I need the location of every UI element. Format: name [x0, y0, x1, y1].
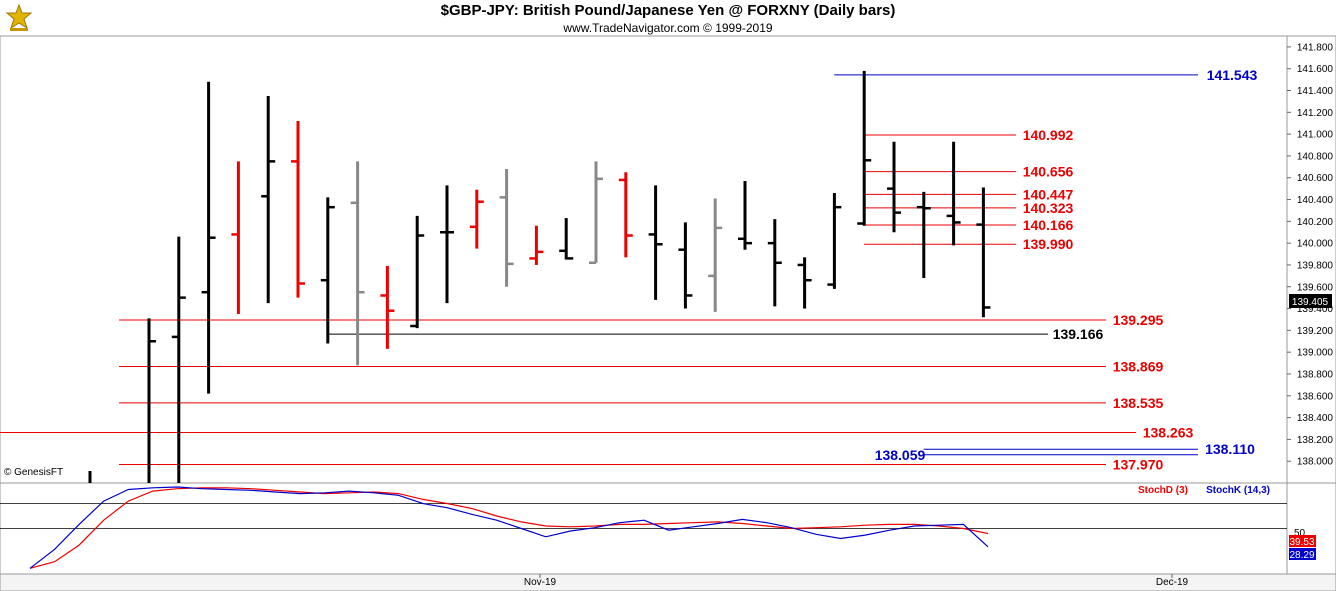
level-label: 141.543 [1207, 67, 1258, 83]
y-tick-label: 138.200 [1297, 435, 1334, 446]
y-tick-label: 140.000 [1297, 239, 1334, 250]
level-label: 138.059 [875, 447, 926, 463]
y-tick-label: 139.200 [1297, 326, 1334, 337]
level-label: 140.992 [1023, 127, 1074, 143]
stoch-d-value-box [1289, 535, 1316, 547]
level-lines: 141.543 140.992 140.656 140.447140.323140.1… [0, 67, 1258, 472]
level-label: 139.166 [1053, 326, 1104, 342]
level-label: 137.970 [1113, 456, 1164, 472]
x-tick-nov: Nov-19 [524, 577, 557, 588]
y-tick-label: 138.600 [1297, 391, 1334, 402]
level-label: 139.990 [1023, 236, 1074, 252]
y-tick-label: 139.600 [1297, 282, 1334, 293]
x-tick-dec: Dec-19 [1156, 577, 1189, 588]
chart-title: $GBP-JPY: British Pound/Japanese Yen @ F… [440, 2, 896, 19]
level-label: 140.323 [1023, 200, 1074, 216]
level-label: 138.263 [1143, 425, 1194, 441]
y-tick-label: 140.600 [1297, 173, 1334, 184]
level-label: 140.166 [1023, 217, 1074, 233]
y-tick-label: 141.400 [1297, 86, 1334, 97]
y-tick-label: 139.000 [1297, 348, 1334, 359]
price-pane[interactable] [0, 35, 1288, 484]
stoch-k-legend: StochK (14,3) [1206, 485, 1270, 496]
stoch-reference-lines [0, 503, 1287, 529]
date-axis [0, 573, 1336, 591]
ohlc-bars [88, 70, 991, 483]
stoch-d-value: 39.53 [1289, 537, 1314, 548]
stoch-50-tick: 50 [1294, 528, 1306, 539]
stoch-d-legend: StochD (3) [1138, 485, 1188, 496]
stoch-k-value: 28.29 [1289, 550, 1314, 561]
level-label: 139.295 [1113, 312, 1164, 328]
level-label: 138.869 [1113, 358, 1164, 374]
genesis-copyright: © GenesisFT [4, 467, 64, 478]
y-tick-label: 141.000 [1297, 130, 1334, 141]
last-price-box [1289, 294, 1332, 308]
y-tick-label: 138.800 [1297, 369, 1334, 380]
last-price-label: 139.405 [1292, 297, 1329, 308]
level-label: 140.447 [1023, 186, 1074, 202]
chart-subtitle: www.TradeNavigator.com © 1999-2019 [563, 21, 773, 35]
y-tick-label: 138.400 [1297, 413, 1334, 424]
y-tick-label: 139.800 [1297, 260, 1334, 271]
y-tick-label: 139.400 [1297, 304, 1334, 315]
y-tick-label: 140.800 [1297, 151, 1334, 162]
y-tick-label: 140.400 [1297, 195, 1334, 206]
stoch-k-line [29, 486, 989, 569]
y-tick-label: 138.000 [1297, 457, 1334, 468]
y-tick-label: 140.200 [1297, 217, 1334, 228]
trade-navigator-logo-icon [5, 3, 33, 31]
y-tick-label: 141.800 [1297, 42, 1334, 53]
stoch-k-value-box [1289, 548, 1316, 560]
level-label: 140.656 [1023, 164, 1074, 180]
y-tick-label: 141.200 [1297, 108, 1334, 119]
y-tick-label: 141.600 [1297, 64, 1334, 75]
level-label: 138.110 [1205, 441, 1255, 457]
level-label: 138.535 [1113, 395, 1164, 411]
price-axis [1286, 35, 1336, 484]
y-tick-labels: 141.800 141.600 141.400 141.200 141.000 140.8… [1287, 42, 1334, 468]
